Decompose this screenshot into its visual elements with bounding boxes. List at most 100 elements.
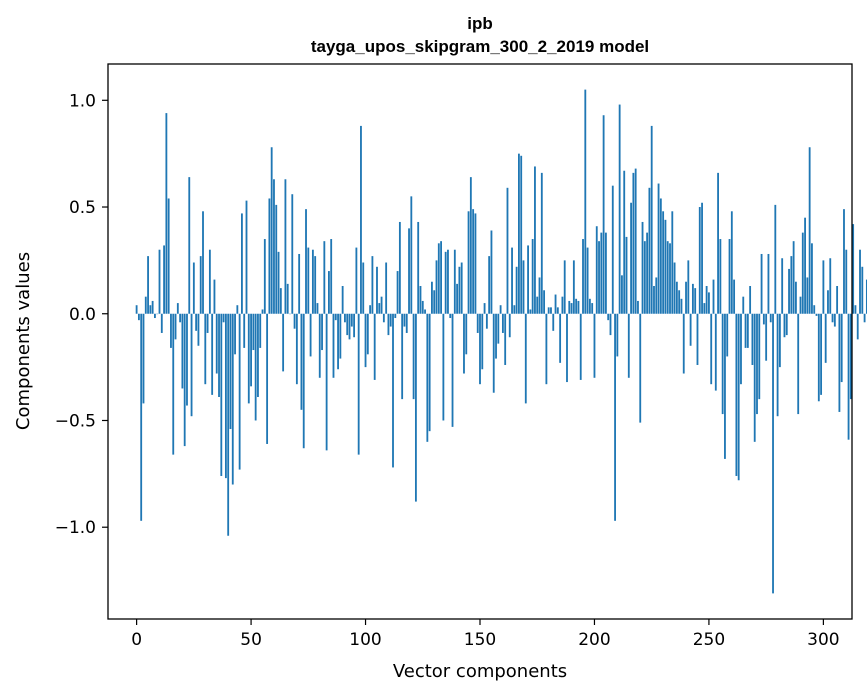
bar-173 (531, 239, 534, 314)
bar-159 (499, 305, 502, 314)
bar-271 (756, 313, 758, 415)
bar-59 (270, 147, 273, 314)
bar-169 (522, 260, 525, 314)
bar-241 (687, 260, 690, 314)
bar-243 (691, 283, 694, 314)
bar-21 (183, 313, 186, 447)
bar-138 (451, 313, 454, 427)
bar-95 (353, 313, 356, 338)
bar-111 (389, 313, 392, 327)
bar-289 (797, 313, 800, 415)
bar-277 (769, 313, 772, 323)
bar-198 (588, 298, 591, 314)
bar-117 (403, 313, 406, 327)
bar-78 (314, 256, 317, 314)
bar-225 (650, 125, 653, 314)
bar-75 (307, 247, 310, 314)
bar-163 (508, 313, 511, 338)
bar-247 (701, 202, 703, 314)
bar-292 (804, 217, 806, 314)
bar-118 (405, 313, 408, 333)
bar-104 (373, 313, 376, 380)
bar-53 (257, 313, 259, 397)
bar-265 (742, 296, 745, 314)
bar-279 (774, 204, 777, 314)
bar-189 (568, 300, 571, 314)
bar-280 (776, 313, 779, 417)
bar-147 (472, 209, 475, 314)
bar-160 (501, 313, 504, 333)
bar-315 (856, 313, 859, 340)
bar-63 (279, 288, 282, 314)
bar-105 (376, 266, 378, 314)
bar-144 (465, 313, 468, 355)
bar-5 (147, 256, 149, 314)
bar-44 (236, 305, 239, 314)
bar-175 (536, 296, 539, 314)
bar-266 (744, 313, 747, 348)
bar-178 (543, 290, 546, 314)
bar-71 (298, 253, 301, 314)
bar-66 (286, 283, 289, 314)
bar-25 (192, 262, 195, 314)
bar-188 (566, 313, 568, 383)
y-axis-label: Components values (13, 252, 34, 430)
bar-41 (229, 313, 232, 430)
bar-232 (666, 241, 669, 314)
bar-171 (527, 245, 529, 314)
x-tick-label-0: 0 (131, 630, 142, 650)
bar-14 (167, 198, 170, 314)
bar-116 (401, 313, 404, 400)
bar-227 (655, 277, 658, 314)
bar-310 (845, 249, 848, 314)
bar-319 (865, 279, 867, 314)
bar-185 (559, 313, 562, 363)
bar-282 (781, 258, 784, 314)
bar-126 (424, 309, 426, 314)
bar-120 (410, 196, 413, 314)
bar-236 (675, 281, 678, 314)
bar-314 (854, 305, 857, 314)
bar-17 (174, 313, 177, 340)
bar-122 (414, 313, 417, 502)
bar-99 (362, 262, 365, 314)
bar-174 (534, 166, 536, 314)
bar-152 (483, 303, 486, 314)
bar-184 (556, 307, 559, 314)
bar-127 (426, 313, 429, 442)
bar-132 (437, 243, 440, 314)
bar-61 (275, 204, 278, 314)
bar-28 (199, 256, 202, 314)
bars-group (135, 89, 867, 594)
bar-318 (863, 313, 866, 323)
bar-106 (378, 303, 381, 314)
bar-35 (215, 313, 218, 374)
bar-256 (721, 313, 724, 415)
bar-301 (824, 313, 827, 363)
bar-141 (458, 266, 461, 314)
bar-31 (206, 313, 209, 333)
bar-284 (785, 313, 788, 336)
bar-179 (545, 313, 548, 385)
bar-204 (602, 115, 605, 314)
bar-287 (792, 241, 795, 314)
chart-title: ipb (467, 14, 493, 33)
bar-164 (511, 247, 513, 314)
bar-226 (653, 286, 655, 314)
plot-frame (107, 63, 853, 620)
bar-215 (627, 313, 630, 378)
bar-235 (673, 262, 676, 314)
bar-98 (360, 125, 362, 314)
bar-251 (710, 313, 713, 385)
bar-90 (341, 286, 344, 314)
bar-11 (160, 313, 163, 333)
bar-183 (554, 294, 557, 314)
bar-213 (623, 170, 626, 314)
bar-248 (703, 303, 706, 314)
bar-52 (254, 313, 257, 421)
x-tick-label-4: 200 (578, 630, 610, 650)
bar-229 (659, 198, 662, 314)
bar-259 (728, 239, 731, 314)
bar-137 (449, 313, 452, 319)
